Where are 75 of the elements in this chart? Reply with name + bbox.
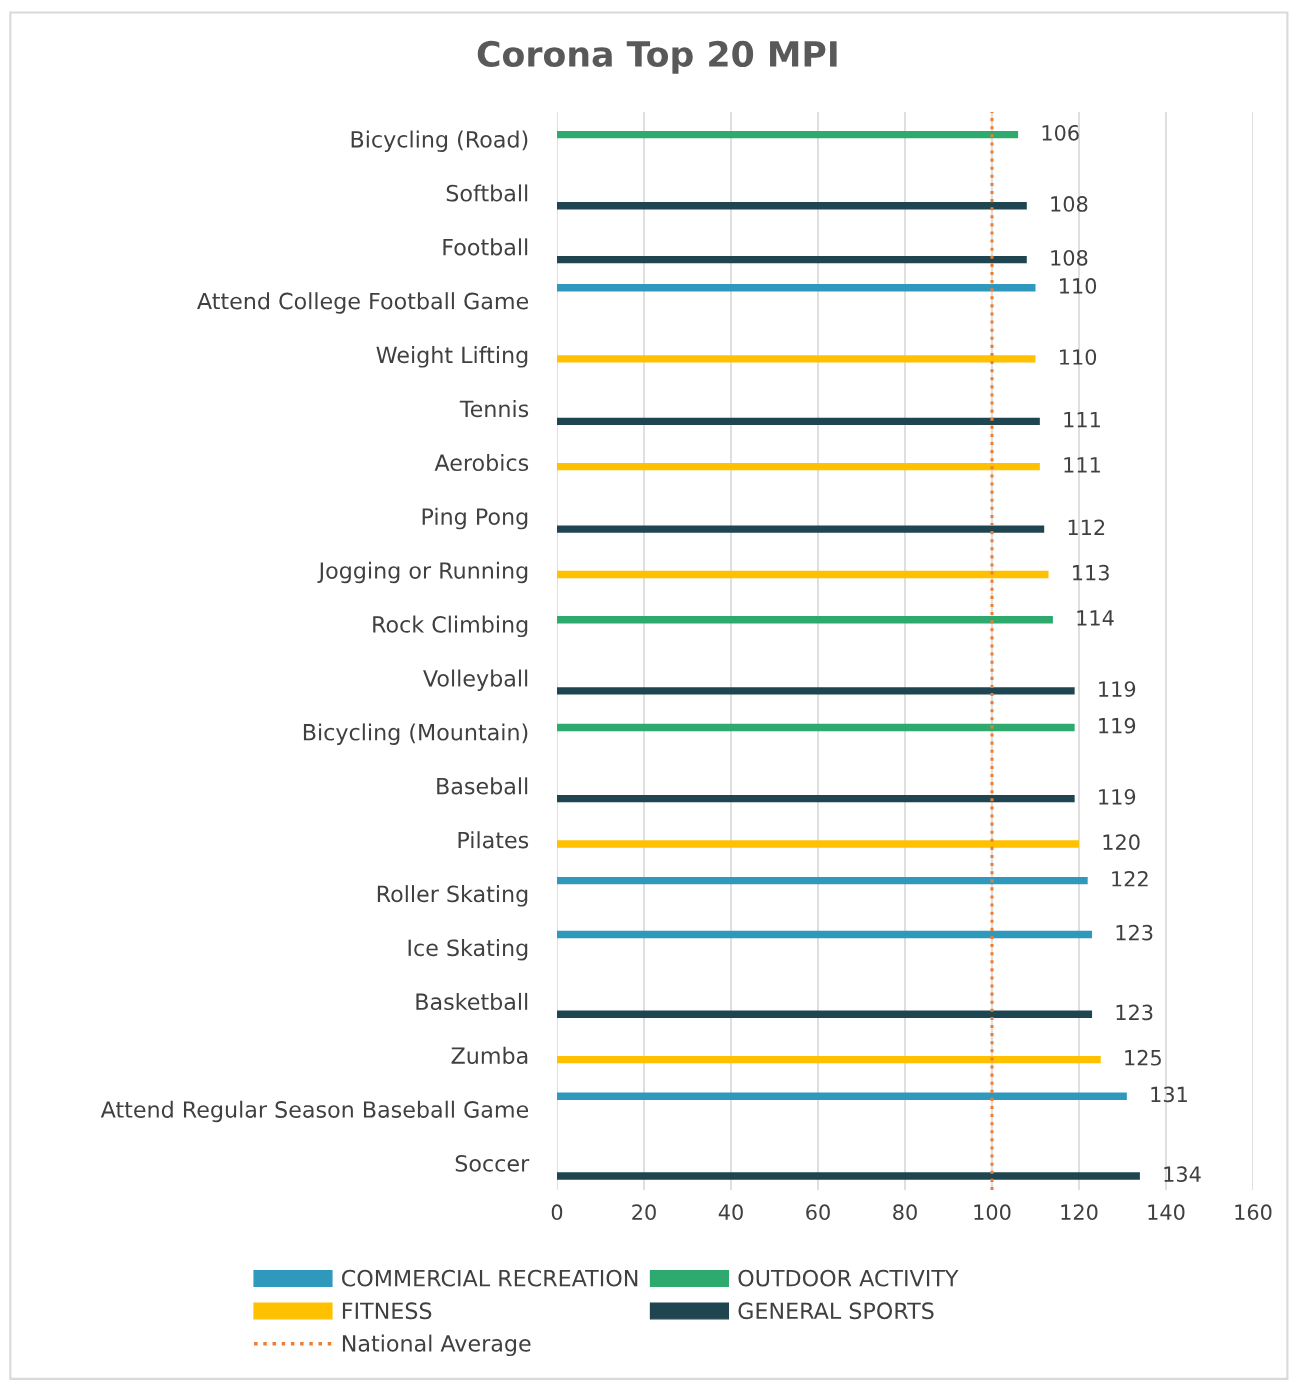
bar — [557, 355, 1036, 363]
y-tick-label: Bicycling (Mountain) — [303, 723, 528, 745]
bar — [557, 130, 1019, 139]
data-label: 108 — [1051, 196, 1088, 212]
y-tick-label: Tennis — [459, 400, 529, 418]
y-tick-label: Baseball — [437, 777, 528, 795]
x-tick-label: 0 — [551, 1204, 563, 1221]
x-tick-label: 40 — [718, 1204, 743, 1221]
x-tick-label: 60 — [806, 1204, 830, 1221]
legend-label: GENERAL SPORTS — [738, 1302, 934, 1320]
y-tick-label: Volleyball — [423, 669, 528, 692]
y-tick-label: Jogging or Running — [317, 561, 528, 584]
bar — [557, 463, 1040, 471]
data-label: 125 — [1125, 1049, 1161, 1066]
y-tick-label: Weight Lifting — [376, 346, 528, 368]
bar — [557, 930, 1093, 939]
data-label: 111 — [1064, 457, 1100, 473]
y-tick-label: Soccer — [455, 1155, 530, 1172]
bar — [557, 202, 1027, 210]
y-tick-label: Attend College Football Game — [197, 292, 529, 314]
bar — [557, 1055, 1101, 1064]
data-label: 114 — [1077, 610, 1114, 626]
x-tick-label: 20 — [632, 1204, 656, 1221]
bar — [557, 417, 1040, 426]
data-label: 110 — [1060, 349, 1097, 365]
x-tick-label: 100 — [974, 1204, 1011, 1221]
x-tick-label: 120 — [1061, 1204, 1098, 1221]
data-label: 123 — [1116, 1004, 1153, 1021]
bar — [557, 795, 1075, 803]
data-label: 119 — [1099, 717, 1136, 734]
bar — [557, 284, 1036, 292]
legend-label: OUTDOOR ACTIVITY — [738, 1269, 959, 1287]
data-label: 110 — [1060, 278, 1097, 294]
y-tick-label: Rock Climbing — [373, 615, 528, 638]
x-tick-label: 140 — [1148, 1204, 1185, 1221]
y-tick-label: Basketball — [416, 992, 528, 1011]
data-label: 131 — [1151, 1086, 1187, 1103]
data-label: 113 — [1073, 564, 1109, 581]
data-label: 111 — [1064, 411, 1100, 428]
y-tick-label: Attend Regular Season Baseball Game — [100, 1100, 529, 1123]
legend-label: FITNESS — [342, 1302, 432, 1320]
data-label: 134 — [1164, 1166, 1201, 1183]
bar — [557, 687, 1075, 695]
bar — [557, 1172, 1140, 1180]
bar — [557, 876, 1088, 885]
y-tick-label: Softball — [446, 184, 528, 202]
bar — [557, 256, 1027, 264]
legend-label: National Average — [342, 1334, 531, 1357]
bar — [557, 616, 1053, 624]
y-tick-label: Roller Skating — [377, 885, 528, 907]
chart-title: Corona Top 20 MPI — [477, 40, 837, 74]
bar — [557, 1010, 1093, 1018]
x-tick-label: 160 — [1235, 1204, 1272, 1221]
bar — [557, 723, 1075, 732]
data-label: 120 — [1103, 834, 1140, 851]
y-tick-label: Football — [443, 238, 528, 256]
y-tick-label: Pilates — [458, 831, 529, 849]
data-label: 123 — [1116, 924, 1153, 941]
x-tick-label: 80 — [893, 1204, 917, 1221]
y-tick-label: Zumba — [451, 1046, 528, 1065]
bar — [557, 840, 1079, 848]
bar — [557, 1092, 1127, 1100]
data-label: 119 — [1099, 788, 1136, 805]
bar — [557, 525, 1045, 533]
y-tick-label: Ice Skating — [408, 939, 528, 961]
bar — [557, 570, 1049, 579]
legend-label: COMMERCIAL RECREATION — [342, 1269, 638, 1287]
data-label: 106 — [1042, 124, 1079, 141]
data-label: 112 — [1068, 519, 1105, 535]
y-tick-label: Bicycling (Road) — [351, 130, 528, 153]
y-tick-label: Aerobics — [434, 453, 529, 472]
data-label: 122 — [1112, 870, 1148, 887]
data-label: 108 — [1051, 249, 1088, 266]
data-label: 119 — [1099, 681, 1136, 697]
y-tick-label: Ping Pong — [422, 507, 528, 530]
